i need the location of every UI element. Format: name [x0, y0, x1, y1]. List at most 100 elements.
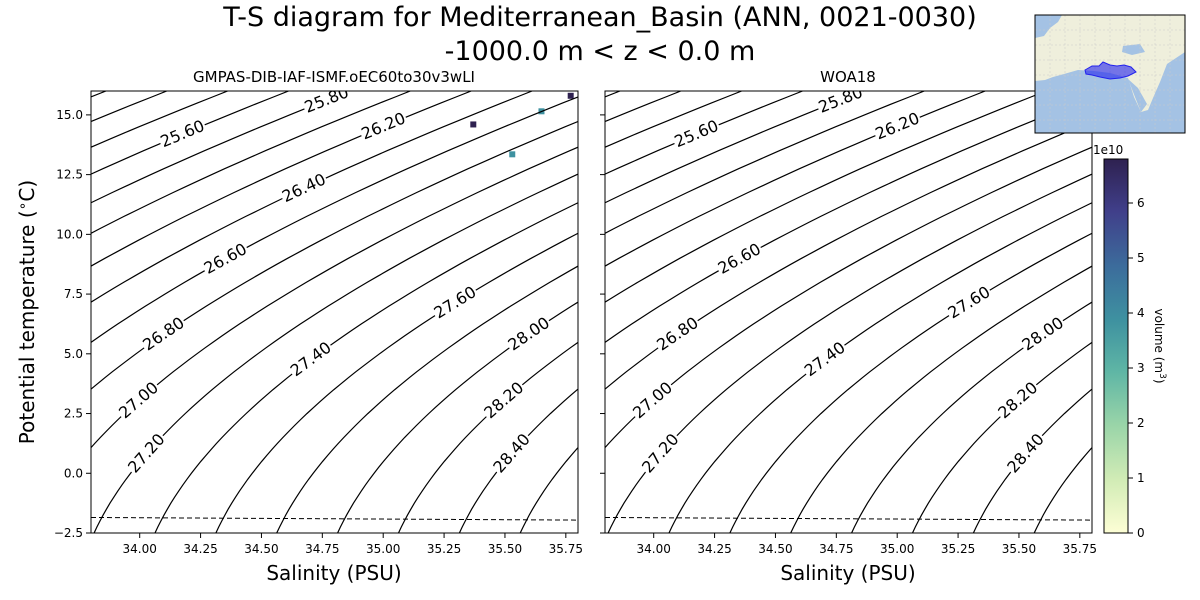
- density-contour: [605, 146, 1092, 449]
- contour-label-bg: [670, 116, 723, 152]
- contour-label: 27.00: [629, 378, 676, 422]
- density-contour: [93, 173, 578, 533]
- contour-label: 28.00: [504, 313, 553, 354]
- contour-label-bg: [138, 313, 189, 356]
- contour-label: 26.40: [279, 169, 329, 206]
- map-north-atlantic: [1035, 15, 1062, 38]
- volume-cell: [509, 151, 516, 158]
- contour-label-bg: [994, 377, 1043, 423]
- colorbar-ticks: 0 1 2 3 4 5 6: [1128, 196, 1145, 540]
- map-red-sea: [1128, 79, 1147, 112]
- x-tick-label: 34.75: [305, 542, 339, 556]
- colorbar-label-close: ): [1152, 379, 1166, 384]
- density-contour: [605, 91, 987, 267]
- contour-label-bg: [489, 429, 535, 478]
- colorbar-label-text: volume (m: [1152, 308, 1166, 373]
- figure-subtitle: -1000.0 m < z < 0.0 m: [445, 36, 756, 67]
- colorbar-tick-label: 2: [1137, 416, 1145, 430]
- contour-label-bg: [652, 313, 703, 356]
- density-contour: [607, 173, 1092, 533]
- contour-label-bg: [124, 429, 170, 478]
- map-black-sea: [1122, 44, 1145, 55]
- y-tick-label: 0.0: [64, 466, 83, 480]
- y-tick-label: 15.0: [56, 108, 83, 122]
- volume-cell: [567, 92, 574, 99]
- density-contour: [336, 301, 578, 533]
- colorbar-tick-label: 4: [1137, 306, 1145, 320]
- contour-label-bg: [714, 239, 765, 279]
- x-tick-label: 35.00: [880, 542, 914, 556]
- contour-label-bg: [944, 282, 995, 323]
- contour-label: 27.40: [287, 338, 335, 381]
- density-contour: [91, 91, 352, 204]
- colorbar-label-exponent: 3: [1157, 373, 1167, 379]
- density-contour: [397, 341, 578, 533]
- density-contour: [519, 446, 578, 533]
- density-contour: [850, 301, 1092, 533]
- y-tick-label: 2.5: [64, 407, 83, 421]
- contour-label: 28.20: [994, 378, 1041, 422]
- axes-frame-model: [90, 90, 579, 534]
- contour-label-bg: [504, 313, 554, 356]
- x-tick-label: 35.75: [1063, 542, 1097, 556]
- x-tick-label: 34.50: [244, 542, 278, 556]
- contour-label: 27.00: [115, 378, 162, 422]
- x-tick-label: 35.75: [549, 542, 583, 556]
- contour-label-bg: [800, 337, 850, 381]
- contour-label: 28.20: [480, 378, 527, 422]
- map-gridlines: [1035, 15, 1185, 133]
- contour-label: 27.60: [431, 282, 480, 322]
- density-contour: [154, 202, 578, 533]
- volume-cell: [470, 121, 477, 128]
- map-frame: [1034, 14, 1186, 134]
- density-contour: [605, 91, 1048, 303]
- contour-label: 27.20: [638, 430, 683, 477]
- density-contour: [91, 96, 578, 344]
- contour-label: 25.80: [302, 82, 352, 117]
- contour-label-bg: [278, 169, 330, 207]
- contour-label-bg: [114, 377, 163, 423]
- density-contour: [790, 265, 1092, 533]
- density-contour: [972, 388, 1092, 533]
- contour-label: 28.00: [1018, 313, 1067, 354]
- density-contour: [91, 91, 291, 175]
- region-map-inset: [1034, 14, 1186, 134]
- freezing-line: [91, 516, 578, 521]
- contour-label: 27.40: [801, 338, 849, 381]
- x-tick-label: 34.00: [123, 542, 157, 556]
- contour-label: 26.20: [873, 108, 923, 143]
- colorbar-label: volume (m3): [1152, 308, 1167, 383]
- density-contour: [91, 91, 534, 303]
- x-tick-label: 34.00: [637, 542, 671, 556]
- contour-label: 26.60: [201, 239, 250, 278]
- contour-label-bg: [480, 377, 529, 423]
- freezing-line: [605, 516, 1092, 521]
- contour-label: 25.60: [672, 116, 722, 151]
- density-contour: [91, 91, 412, 234]
- y-axis-label: Potential temperature (∘C): [15, 180, 39, 444]
- contour-label-bg: [1003, 429, 1049, 478]
- density-contour: [605, 91, 622, 98]
- density-contour: [91, 146, 578, 449]
- contour-label: 26.60: [715, 239, 764, 278]
- density-contour: [605, 120, 1092, 390]
- density-contour: [91, 91, 473, 267]
- tick-layer: 34.00 34.25 34.50 34.75 35.00 35.25 35.50 35.75…: [54, 108, 1097, 556]
- contour-label: 28.40: [1003, 430, 1048, 477]
- colorbar-tick-label: 3: [1137, 361, 1145, 375]
- contour-label: 26.80: [139, 313, 188, 354]
- density-contour: [605, 91, 926, 234]
- contour-label: 27.60: [945, 282, 994, 322]
- contour-label-bg: [286, 337, 336, 381]
- map-mediterranean-region: [1084, 61, 1137, 80]
- contour-label: 25.80: [816, 82, 866, 117]
- contour-label: 26.20: [359, 108, 409, 143]
- x-axis-label-obs: Salinity (PSU): [780, 561, 915, 585]
- colorbar-tick-label: 1: [1137, 471, 1145, 485]
- y-tick-label: 7.5: [64, 287, 83, 301]
- density-contour: [605, 91, 866, 204]
- x-tick-label: 35.50: [488, 542, 522, 556]
- contour-label-bg: [1018, 313, 1068, 356]
